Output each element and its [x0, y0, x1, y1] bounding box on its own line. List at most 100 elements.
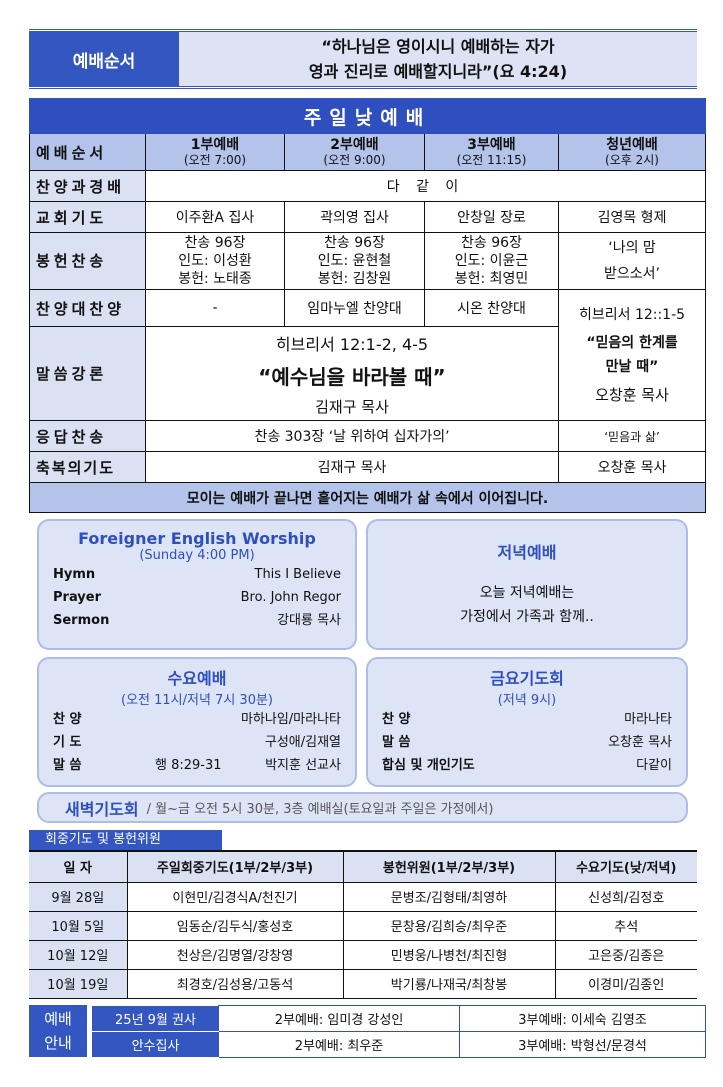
text: 일 자 — [29, 850, 128, 883]
cell: 찬 양 마하나임/마라나타 — [39, 708, 355, 731]
text: “믿음의 한계를 — [586, 335, 678, 351]
text: (오전 7:00) — [183, 153, 247, 167]
cell: 기 도 구성애/김재열 — [39, 731, 355, 754]
text: 고은중/김종은 — [555, 940, 697, 970]
text: 박기룡/나재국/최창봉 — [343, 969, 556, 999]
text: 만날 때” — [605, 359, 659, 375]
text: 2부예배: 최우준 — [218, 1031, 460, 1058]
prayer-cell: 곽의영 집사 — [284, 201, 425, 233]
text: 이경미/김종인 — [555, 969, 697, 999]
row-label: 축복의기도 — [29, 451, 146, 483]
committee-tab: 회중기도 및 봉헌위원 — [29, 830, 222, 850]
text: 10월 12일 — [29, 940, 128, 970]
cell: 축복의기도 김재구 목사 오창훈 목사 — [29, 451, 707, 483]
cell: 교회기도 이주환A 집사 곽의영 집사 안창일 장로 김영목 형제 — [29, 201, 707, 233]
text: 이현민/김경식A/천진기 — [127, 882, 344, 912]
text: Hymn — [53, 567, 96, 582]
cell: 말 씀 행 8:29-31 박지훈 선교사 — [39, 754, 355, 777]
cell: 25년 9월 권사 2부예배: 임미경 강성인 3부예배: 이세숙 김영조 — [92, 1005, 706, 1032]
card-title: 저녁예배 — [497, 543, 557, 562]
text: 새벽기도회 — [65, 799, 139, 819]
text: (오전 11:15) — [456, 153, 527, 167]
text: 천상은/김명열/강창영 — [127, 940, 344, 970]
cell: 합심 및 개인기도 다같이 — [368, 754, 686, 777]
card-time: (오전 11시/저녁 7시 30분) — [121, 693, 273, 708]
text: 예배 — [44, 1010, 72, 1028]
text: 주일회중기도(1부/2부/3부) — [127, 850, 344, 883]
text: / 월~금 오전 5시 30분, 3층 예배실(토요일과 주일은 가정에서) — [146, 802, 494, 817]
text: 합심 및 개인기도 — [382, 758, 475, 773]
text: 받으소서’ — [604, 266, 661, 282]
text: 다같이 — [636, 758, 672, 773]
row-label: 찬양과경배 — [29, 170, 146, 202]
cell: 안수집사 2부예배: 최우준 3부예배: 박형선/문경석 — [92, 1031, 706, 1058]
committee-table: 일 자 주일회중기도(1부/2부/3부) 봉헌위원(1부/2부/3부) 수요기도(낮/… — [29, 850, 697, 999]
text: 히브리서 12::1-5 — [578, 307, 686, 323]
text: 봉헌: 노태종 — [178, 271, 252, 287]
text: 봉헌: 김창원 — [317, 271, 392, 287]
text: 말 씀 — [53, 758, 82, 773]
service-youth: 청년예배 (오후 2시) — [557, 133, 707, 171]
text: 민병웅/나병천/최진형 — [343, 940, 556, 970]
text: (오전 9:00) — [323, 153, 386, 167]
sunday-title: 주일낮예배 — [28, 98, 707, 134]
service-1: 1부예배 (오전 7:00) — [145, 133, 285, 171]
text: 오창훈 목사 — [608, 735, 672, 750]
cell: 일 자 주일회중기도(1부/2부/3부) 봉헌위원(1부/2부/3부) 수요기도(낮/… — [29, 850, 697, 883]
choir-cell: 임마누엘 찬양대 — [284, 289, 425, 327]
table-row: 10월 12일 천상은/김명열/강창영 민병웅/나병천/최진형 고은중/김종은 — [29, 940, 697, 970]
verse-line: 영과 진리로 예배할지니라”(요 4:24) — [308, 62, 568, 81]
table-row: 10월 19일 최경호/김성용/고동석 박기룡/나재국/최창봉 이경미/김종인 — [29, 969, 697, 999]
offering-youth: ‘나의 맘 받으소서’ — [557, 232, 707, 290]
text: 찬송 96장 — [461, 235, 522, 251]
cell: 오늘 저녁예배는 가정에서 가족과 함께.. — [368, 581, 686, 629]
text: 봉헌위원(1부/2부/3부) — [343, 850, 556, 883]
cell: Hymn This I Believe — [39, 563, 355, 586]
sunday-footer: 모이는 예배가 끝나면 흩어지는 예배가 삶 속에서 이어집니다. — [28, 482, 707, 513]
dawn-prayer-bar: 새벽기도회 / 월~금 오전 5시 30분, 3층 예배실(토요일과 주일은 가… — [37, 792, 688, 823]
text: Prayer — [53, 590, 102, 605]
text: 찬송 96장 — [324, 235, 385, 251]
text: 기 도 — [53, 735, 82, 750]
cell: 일 자 주일회중기도(1부/2부/3부) 봉헌위원(1부/2부/3부) 수요기도(낮/… — [29, 850, 697, 999]
card-time: (Sunday 4:00 PM) — [139, 548, 255, 563]
cell: 찬양과경배 다 같 이 — [29, 170, 707, 202]
text: 인도: 이윤근 — [454, 253, 529, 269]
offering-cell: 찬송 96장 인도: 윤현철 봉헌: 김창원 — [284, 232, 425, 290]
text: 마라나타 — [624, 712, 672, 727]
text: 최경호/김성용/고동석 — [127, 969, 344, 999]
text: 2부예배 — [330, 137, 379, 153]
guide-table: 25년 9월 권사 2부예배: 임미경 강성인 3부예배: 이세숙 김영조 안수집사… — [92, 1005, 706, 1058]
text: 마하나임/마라나타 — [240, 712, 341, 727]
text: 김재구 목사 — [315, 397, 389, 416]
text: 청년예배 — [606, 137, 658, 153]
row-label: 응답찬송 — [29, 420, 146, 452]
cell: 찬양대찬양 - 임마누엘 찬양대 시온 찬양대 히브리서 12::1-5 “믿음의 … — [29, 289, 707, 421]
header-verse: “하나님은 영이시니 예배하는 자가 영과 진리로 예배할지니라”(요 4:24… — [179, 32, 697, 86]
cell: 말씀강론 히브리서 12:1-2, 4-5 “예수님을 바라볼 때” 김재구 목… — [29, 326, 706, 421]
cell: 예배순서 1부예배 (오전 7:00) 2부예배 (오전 9:00) 3부예배 (오전… — [29, 133, 707, 171]
row-label: 봉헌찬송 — [29, 232, 146, 290]
response-cell: 찬송 303장 ‘날 위하여 십자가의’ — [145, 420, 559, 452]
text: 행 8:29-31 — [155, 758, 222, 773]
friday-prayer-card: 금요기도회 (저녁 9시) 찬 양 마라나타 말 씀 오창훈 목사 합심 및 개인기… — [366, 657, 688, 787]
text: 25년 9월 권사 — [92, 1005, 219, 1032]
text: 박지훈 선교사 — [265, 758, 341, 773]
cell: 25년 9월 권사 2부예배: 임미경 강성인 3부예배: 이세숙 김영조 안수집사… — [92, 1005, 706, 1058]
table-row: 9월 28일 이현민/김경식A/천진기 문병조/김형태/최영하 신성희/김정호 — [29, 882, 697, 912]
text: 문병조/김형태/최영하 — [343, 882, 556, 912]
text: 히브리서 12:1-2, 4-5 — [275, 334, 429, 354]
sermon-youth: 히브리서 12::1-5 “믿음의 한계를 만날 때” 오창훈 목사 — [557, 289, 707, 421]
text: 신성희/김정호 — [555, 882, 697, 912]
text: “예수님을 바라볼 때” — [258, 364, 446, 389]
text: 오늘 저녁예배는 — [479, 585, 575, 601]
text: Bro. John Regor — [240, 590, 341, 605]
order-label: 예배순서 — [29, 133, 146, 171]
english-worship-card: Foreigner English Worship (Sunday 4:00 P… — [37, 519, 357, 650]
text: 10월 19일 — [29, 969, 128, 999]
cell: 말 씀 오창훈 목사 — [368, 731, 686, 754]
text: 수요기도(낮/저녁) — [555, 850, 697, 883]
card-time: (저녁 9시) — [497, 693, 557, 708]
text: 인도: 이성환 — [178, 253, 252, 269]
